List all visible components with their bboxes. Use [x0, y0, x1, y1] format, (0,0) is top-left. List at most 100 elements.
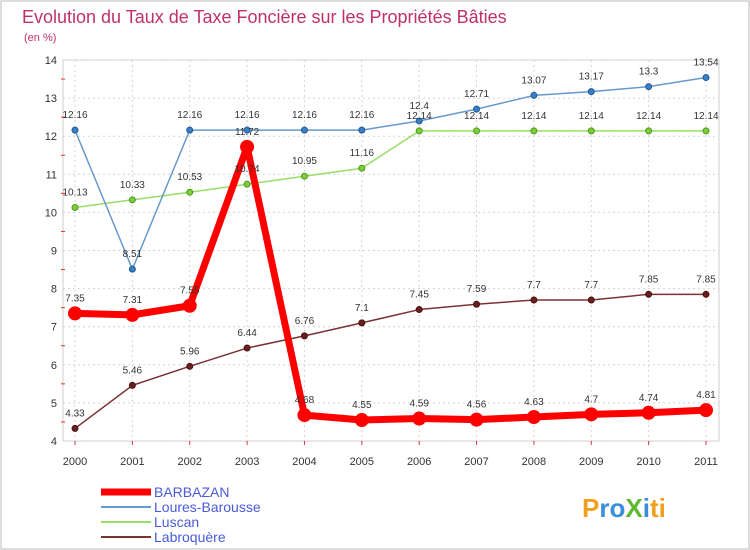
- data-label-loures-barousse: 12.16: [349, 110, 374, 121]
- legend-label-labroquere: Labroquère: [154, 529, 226, 545]
- data-label-loures-barousse: 12.16: [177, 110, 202, 121]
- data-point-labroquere: [702, 290, 710, 298]
- data-point-luscan: [358, 164, 366, 172]
- data-label-barbazan: 11.72: [235, 127, 260, 138]
- data-point-barbazan: [240, 139, 255, 154]
- data-point-loures-barousse: [473, 105, 481, 113]
- data-label-barbazan: 4.7: [584, 394, 598, 405]
- data-label-labroquere: 7.7: [527, 280, 541, 291]
- data-point-labroquere: [128, 381, 136, 389]
- y-tick-label: 6: [51, 360, 57, 372]
- series-loures-barousse: [71, 74, 710, 273]
- y-axis: 4 5 6 7 8 9 10 11 12 13 14: [45, 55, 65, 448]
- data-label-labroquere: 4.33: [65, 408, 85, 419]
- series-labroquere: [71, 290, 710, 432]
- chart-title: Evolution du Taux de Taxe Foncière sur l…: [22, 7, 507, 27]
- x-axis: 2000 2001 2002 2003 2004 2005 2006 2007 2008 2009…: [63, 441, 718, 468]
- data-label-labroquere: 7.45: [409, 290, 429, 301]
- data-label-luscan: 10.33: [120, 180, 145, 191]
- data-label-loures-barousse: 12.4: [409, 101, 429, 112]
- data-point-barbazan: [354, 413, 369, 428]
- grid: [63, 59, 719, 442]
- series-line-loures-barousse: [74, 76, 707, 270]
- data-point-labroquere: [645, 290, 653, 298]
- data-point-luscan: [300, 172, 308, 180]
- data-label-luscan: 12.14: [579, 111, 604, 122]
- data-label-barbazan: 4.74: [639, 393, 659, 404]
- data-label-barbazan: 7.55: [180, 286, 200, 297]
- legend-label-barbazan: BARBAZAN: [154, 484, 229, 500]
- data-label-loures-barousse: 13.07: [521, 75, 546, 86]
- x-tick-label: 2004: [292, 456, 316, 468]
- data-point-luscan: [243, 180, 251, 188]
- data-point-labroquere: [243, 344, 251, 352]
- data-point-barbazan: [469, 412, 484, 427]
- x-tick-label: 2005: [350, 456, 374, 468]
- x-tick-label: 2000: [63, 456, 87, 468]
- data-label-labroquere: 6.44: [237, 328, 257, 339]
- legend-label-loures-barousse: Loures-Barousse: [154, 499, 261, 515]
- data-point-loures-barousse: [300, 126, 308, 134]
- logo-text: ProXiti: [582, 493, 666, 523]
- data-point-luscan: [530, 127, 538, 135]
- data-point-luscan: [473, 127, 481, 135]
- x-tick-label: 2007: [464, 456, 488, 468]
- data-label-barbazan: 4.55: [352, 400, 372, 411]
- data-label-barbazan: 4.59: [409, 399, 429, 410]
- series-line-luscan: [74, 130, 707, 209]
- x-tick-label: 2009: [579, 456, 603, 468]
- x-tick-label: 2008: [522, 456, 546, 468]
- data-label-loures-barousse: 13.3: [639, 67, 659, 78]
- data-point-luscan: [702, 127, 710, 135]
- data-point-barbazan: [125, 307, 140, 322]
- series-line-labroquere: [74, 293, 707, 430]
- x-tick-label: 2001: [120, 456, 144, 468]
- data-point-barbazan: [526, 409, 541, 424]
- data-label-labroquere: 7.7: [584, 280, 598, 291]
- series-luscan: [71, 127, 710, 211]
- data-label-loures-barousse: 12.16: [62, 110, 87, 121]
- data-point-luscan: [415, 127, 423, 135]
- plot-area: [62, 59, 720, 442]
- data-point-barbazan: [641, 405, 656, 420]
- data-point-loures-barousse: [530, 91, 538, 99]
- y-tick-label: 5: [51, 398, 57, 410]
- data-label-labroquere: 7.85: [696, 274, 716, 285]
- data-label-luscan: 11.16: [350, 148, 375, 159]
- data-label-labroquere: 7.85: [639, 274, 659, 285]
- data-label-barbazan: 4.81: [696, 390, 716, 401]
- x-tick-label: 2006: [407, 456, 431, 468]
- data-point-labroquere: [415, 306, 423, 314]
- series-layer: 4.33 5.46 5.96 6.44 6.76 7.1 7.45 7.59 7.7 7.7 7.8…: [62, 58, 719, 432]
- data-label-luscan: 10.13: [62, 187, 87, 198]
- y-tick-label: 10: [45, 207, 57, 219]
- data-point-luscan: [71, 203, 79, 211]
- data-label-loures-barousse: 8.51: [123, 249, 143, 260]
- data-point-loures-barousse: [358, 126, 366, 134]
- data-point-loures-barousse: [186, 126, 194, 134]
- data-point-labroquere: [71, 424, 79, 432]
- data-point-labroquere: [587, 296, 595, 304]
- y-tick-label: 11: [46, 169, 57, 181]
- data-point-loures-barousse: [71, 126, 79, 134]
- data-label-loures-barousse: 12.16: [292, 110, 317, 121]
- data-label-barbazan: 7.35: [65, 293, 85, 304]
- data-label-loures-barousse: 12.16: [235, 110, 260, 121]
- data-point-barbazan: [584, 407, 599, 422]
- y-tick-label: 13: [45, 93, 57, 105]
- y-tick-label: 12: [45, 131, 57, 143]
- data-label-luscan: 12.14: [464, 111, 489, 122]
- data-point-labroquere: [186, 362, 194, 370]
- data-point-labroquere: [300, 332, 308, 340]
- data-point-labroquere: [358, 319, 366, 327]
- data-point-loures-barousse: [587, 88, 595, 96]
- legend-label-luscan: Luscan: [154, 514, 199, 530]
- data-label-barbazan: 7.31: [123, 295, 143, 306]
- data-point-barbazan: [412, 411, 427, 426]
- data-point-barbazan: [699, 403, 713, 418]
- data-point-luscan: [587, 127, 595, 135]
- y-tick-label: 7: [51, 322, 57, 334]
- y-tick-label: 4: [51, 436, 57, 448]
